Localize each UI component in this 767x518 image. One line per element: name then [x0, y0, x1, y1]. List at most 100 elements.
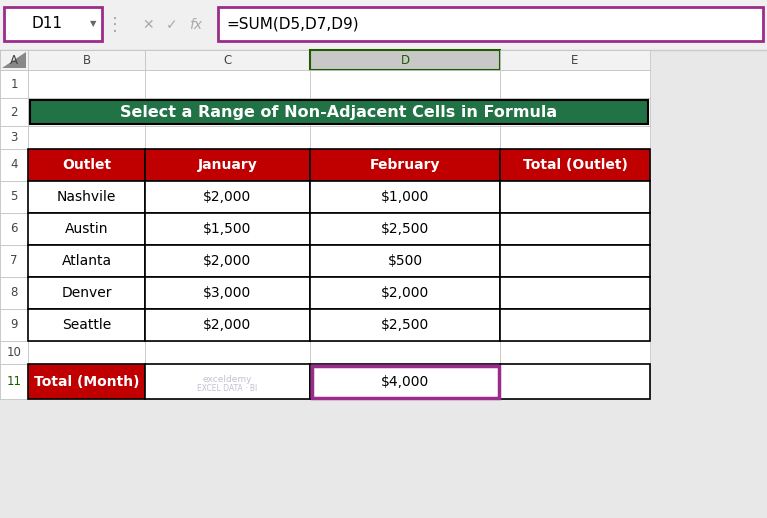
- Bar: [310, 126, 500, 149]
- Bar: [500, 70, 650, 98]
- Bar: [28, 70, 145, 98]
- Bar: [145, 245, 310, 277]
- Bar: [500, 98, 650, 126]
- Text: 4: 4: [10, 159, 18, 171]
- Bar: [0, 0, 767, 50]
- Text: $3,000: $3,000: [203, 286, 252, 300]
- Bar: [145, 50, 310, 70]
- Bar: [310, 277, 500, 309]
- Bar: [0, 126, 28, 149]
- Bar: [0, 341, 28, 364]
- Bar: [30, 100, 648, 124]
- Text: 7: 7: [10, 254, 18, 267]
- Text: ✓: ✓: [166, 18, 178, 32]
- Bar: [145, 364, 310, 399]
- Bar: [310, 364, 500, 399]
- Bar: [310, 181, 500, 213]
- Text: fx: fx: [189, 18, 202, 32]
- Bar: [28, 341, 145, 364]
- Text: C: C: [223, 53, 232, 66]
- Bar: [28, 149, 145, 181]
- Bar: [500, 50, 650, 70]
- Bar: [145, 181, 310, 213]
- Bar: [500, 213, 650, 245]
- Bar: [0, 181, 28, 213]
- Bar: [145, 70, 310, 98]
- Bar: [28, 126, 145, 149]
- Text: February: February: [370, 158, 440, 172]
- Bar: [500, 98, 650, 126]
- Bar: [0, 181, 28, 213]
- Bar: [28, 213, 145, 245]
- Bar: [28, 364, 145, 399]
- Text: Total (Outlet): Total (Outlet): [522, 158, 627, 172]
- Bar: [0, 277, 28, 309]
- Text: Nashvile: Nashvile: [57, 190, 116, 204]
- Text: ✕: ✕: [142, 18, 154, 32]
- Bar: [28, 245, 145, 277]
- Text: Austin: Austin: [64, 222, 108, 236]
- Text: A: A: [10, 53, 18, 66]
- Bar: [145, 213, 310, 245]
- Bar: [310, 364, 500, 399]
- Text: ⋮: ⋮: [106, 16, 124, 34]
- Bar: [145, 277, 310, 309]
- Bar: [310, 245, 500, 277]
- Text: $500: $500: [387, 254, 423, 268]
- Text: 10: 10: [7, 346, 21, 359]
- Bar: [145, 309, 310, 341]
- Bar: [28, 98, 145, 126]
- Text: Denver: Denver: [61, 286, 112, 300]
- Bar: [310, 70, 500, 98]
- Bar: [500, 364, 650, 399]
- Bar: [28, 213, 145, 245]
- Bar: [0, 149, 28, 181]
- Bar: [28, 309, 145, 341]
- Bar: [0, 98, 28, 126]
- Bar: [310, 149, 500, 181]
- Bar: [500, 213, 650, 245]
- Bar: [28, 181, 145, 213]
- Text: $2,000: $2,000: [203, 190, 252, 204]
- Text: exceldemy: exceldemy: [202, 375, 252, 384]
- Bar: [500, 149, 650, 181]
- Text: D: D: [400, 53, 410, 66]
- Text: Seattle: Seattle: [62, 318, 111, 332]
- Bar: [0, 364, 28, 399]
- Bar: [500, 364, 650, 399]
- Text: Select a Range of Non-Adjacent Cells in Formula: Select a Range of Non-Adjacent Cells in …: [120, 105, 558, 120]
- Bar: [28, 98, 145, 126]
- Bar: [145, 181, 310, 213]
- Bar: [145, 277, 310, 309]
- Bar: [500, 277, 650, 309]
- Bar: [145, 98, 310, 126]
- Text: $2,000: $2,000: [203, 318, 252, 332]
- Text: 3: 3: [10, 131, 18, 144]
- Bar: [28, 364, 145, 399]
- Text: $2,500: $2,500: [381, 222, 429, 236]
- Bar: [310, 98, 500, 126]
- Text: 11: 11: [6, 375, 21, 388]
- Bar: [28, 181, 145, 213]
- Bar: [500, 309, 650, 341]
- Bar: [0, 309, 28, 341]
- Bar: [0, 245, 28, 277]
- Bar: [500, 181, 650, 213]
- Bar: [310, 309, 500, 341]
- Text: Atlanta: Atlanta: [61, 254, 111, 268]
- Text: =SUM(D5,D7,D9): =SUM(D5,D7,D9): [226, 17, 359, 32]
- Bar: [28, 309, 145, 341]
- Bar: [0, 364, 28, 399]
- Text: E: E: [571, 53, 578, 66]
- Bar: [218, 7, 763, 41]
- Polygon shape: [2, 52, 26, 68]
- Bar: [500, 181, 650, 213]
- Bar: [310, 98, 500, 126]
- Bar: [145, 364, 310, 399]
- Bar: [145, 126, 310, 149]
- Text: January: January: [198, 158, 258, 172]
- Bar: [310, 341, 500, 364]
- Bar: [145, 98, 310, 126]
- Bar: [310, 213, 500, 245]
- Bar: [310, 277, 500, 309]
